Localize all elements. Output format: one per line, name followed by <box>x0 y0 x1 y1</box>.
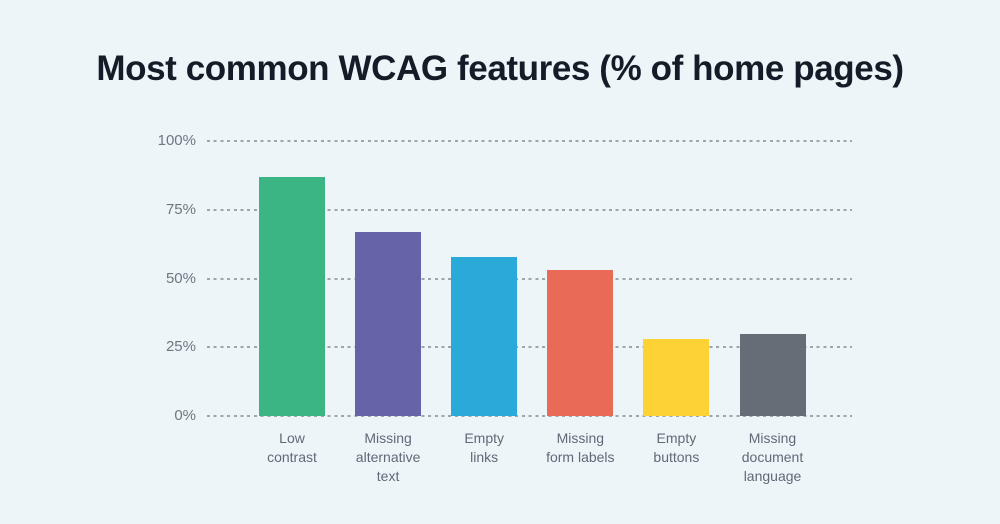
x-tick-label-missing-form-labels: Missing form labels <box>546 430 615 465</box>
x-tick-label-empty-links: Empty links <box>464 430 505 465</box>
y-tick-label-75: 75% <box>165 200 196 218</box>
x-tick-label-missing-document-language: Missing document language <box>741 430 804 484</box>
gridline-50 <box>207 277 852 280</box>
gridline-0 <box>207 415 852 417</box>
bar-low-contrast <box>259 176 325 416</box>
bar-empty-buttons <box>643 339 710 416</box>
bar-missing-alternative-text <box>355 231 422 416</box>
bar-missing-document-language <box>739 333 806 416</box>
y-tick-label-100: 100% <box>157 132 196 149</box>
y-tick-label-25: 25% <box>165 338 196 356</box>
gridline-25 <box>207 346 852 349</box>
bar-empty-links <box>451 256 518 416</box>
x-tick-label-missing-alternative-text: Missing alternative text <box>355 430 421 484</box>
x-tick-label-low-contrast: Low contrast <box>267 430 317 465</box>
plot-area: 100% 75% 50% 25% 0% Low contrast Missing alte… <box>158 132 852 484</box>
gridline-75 <box>207 208 852 211</box>
x-tick-label-empty-buttons: Empty buttons <box>653 430 700 465</box>
chart-title: Most common WCAG features (% of home pag… <box>96 49 904 88</box>
gridline-100 <box>207 140 852 142</box>
bar-missing-form-labels <box>547 270 614 416</box>
y-tick-label-50: 50% <box>165 269 196 287</box>
y-tick-label-0: 0% <box>174 407 196 424</box>
